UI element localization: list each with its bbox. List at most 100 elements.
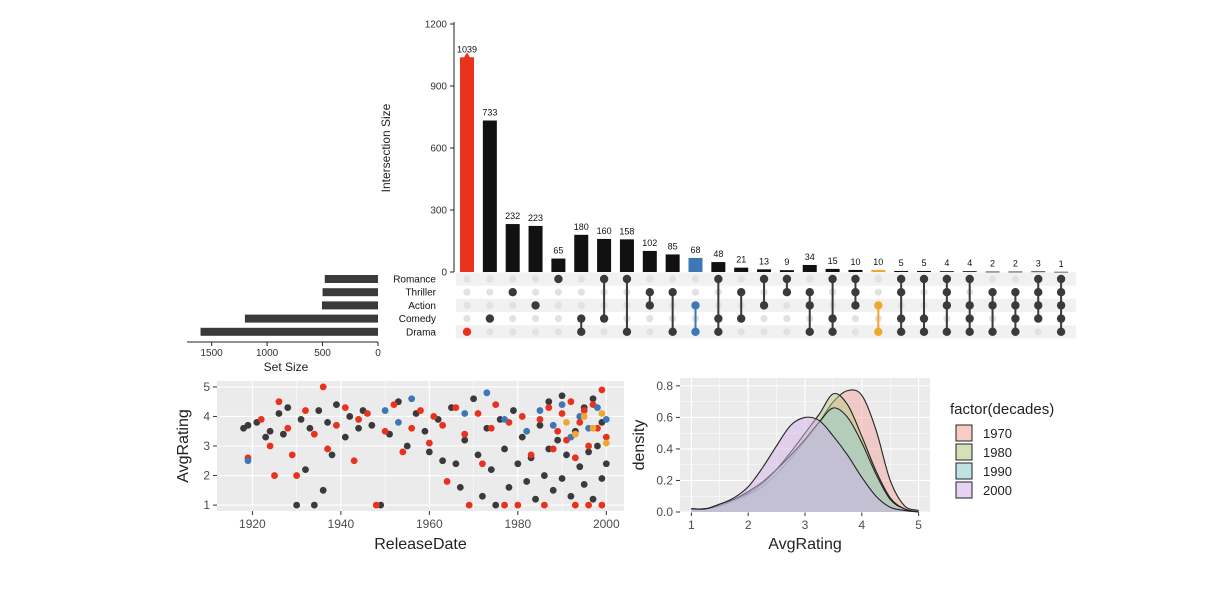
matrix-dot-active	[714, 314, 723, 323]
matrix-dot-inactive	[760, 315, 768, 323]
intersection-bar-label: 4	[944, 258, 949, 268]
scatter-point-dark	[602, 460, 610, 468]
intersection-bar	[665, 254, 680, 272]
matrix-dot-active	[896, 274, 906, 284]
matrix-dot-active	[851, 288, 860, 297]
scatter-point-red	[293, 472, 301, 479]
matrix-dot-inactive	[531, 328, 540, 336]
matrix-dot-inactive	[554, 301, 563, 309]
scatter-y-tick-label: 2	[203, 469, 210, 483]
scatter-point-dark	[510, 407, 517, 414]
scatter-point-dark	[580, 481, 588, 488]
matrix-dot-active	[988, 288, 997, 297]
scatter-point-red	[479, 460, 486, 468]
matrix-set-label: Drama	[406, 327, 436, 338]
matrix-dot-active	[828, 327, 837, 336]
matrix-dot-inactive	[691, 288, 700, 296]
scatter-point-red	[558, 410, 566, 417]
scatter-point-dark	[549, 486, 557, 494]
intersection-bar-label: 65	[553, 246, 563, 256]
scatter-point-red	[602, 433, 610, 441]
scatter-point-red	[461, 430, 469, 438]
scatter-point-dark	[284, 404, 292, 411]
matrix-dot-active	[1011, 327, 1020, 336]
matrix-dot-inactive	[806, 275, 814, 283]
scatter-point-dark	[341, 433, 349, 441]
matrix-dot-active	[942, 301, 952, 310]
intersection-bar-label: 21	[736, 255, 746, 265]
intersection-bar-label: 85	[668, 241, 678, 251]
scatter-point-dark	[594, 442, 601, 450]
density-x-tick-label: 3	[802, 518, 809, 532]
scatter-point-dark	[328, 451, 336, 459]
intersection-bar	[551, 258, 566, 272]
scatter-point-dark	[244, 421, 252, 429]
scatter-point-red	[598, 501, 606, 509]
scatter-point-dark	[355, 424, 362, 432]
scatter-point-red	[257, 416, 265, 423]
matrix-dot-inactive	[851, 328, 860, 336]
scatter-point-dark	[368, 421, 376, 429]
density-x-tick-label: 5	[915, 518, 922, 532]
scatter-point-red	[341, 404, 349, 411]
matrix-dot-active	[714, 274, 723, 284]
scatter-point-dark	[421, 427, 429, 435]
scatter-point-red	[430, 413, 438, 420]
intersection-y-tick-label: 900	[430, 82, 447, 93]
intersection-bar	[688, 257, 703, 272]
scatter-point-dark	[576, 463, 584, 471]
intersection-bar-label: 1	[1059, 259, 1064, 269]
scatter-point-red	[355, 416, 362, 423]
set-size-bar	[200, 327, 378, 336]
intersection-bar	[962, 271, 977, 272]
scatter-point-red	[580, 407, 588, 414]
matrix-dot-active	[896, 288, 906, 297]
matrix-dot-active	[622, 274, 632, 284]
intersection-bar-label: 733	[482, 108, 497, 118]
intersection-bar-label: 4	[967, 258, 972, 268]
matrix-dot-active	[1056, 274, 1066, 284]
density-x-tick-label: 2	[745, 518, 752, 532]
matrix-dot-active	[1011, 288, 1020, 297]
intersection-bar	[985, 271, 1000, 273]
scatter-point-red	[364, 410, 371, 417]
scatter-point-dark	[279, 430, 287, 438]
matrix-dot-active	[554, 274, 563, 284]
matrix-dot-inactive	[646, 275, 654, 283]
matrix-dot-active	[942, 288, 952, 297]
scatter-point-red	[571, 454, 579, 462]
density-x-tick-label: 1	[688, 518, 695, 532]
intersection-bar	[597, 238, 612, 272]
scatter-point-dark	[558, 475, 566, 482]
scatter-point-red	[549, 445, 557, 453]
matrix-dot-inactive	[577, 301, 585, 309]
matrix-dot-active	[737, 288, 746, 297]
scatter-point-dark	[589, 395, 597, 403]
scatter-point-red	[271, 472, 278, 479]
scatter-point-red	[319, 383, 327, 391]
matrix-dot-active	[668, 327, 677, 336]
scatter-point-dark	[567, 492, 575, 500]
intersection-bar-label: 5	[921, 258, 926, 268]
scatter-point-red	[439, 421, 447, 429]
density-area-2000	[691, 417, 919, 512]
legend-label-1980: 1980	[983, 445, 1012, 460]
intersection-y-tick-label: 600	[430, 144, 447, 155]
scatter-point-red	[501, 501, 508, 509]
matrix-dot-active	[851, 274, 860, 284]
scatter-point-dark	[474, 451, 482, 459]
matrix-dot-active	[599, 274, 609, 284]
matrix-dot-inactive	[531, 288, 540, 296]
matrix-dot-inactive	[463, 301, 471, 309]
matrix-dot-inactive	[531, 275, 540, 283]
legend-key-1990	[955, 462, 973, 480]
matrix-dot-inactive	[760, 328, 768, 336]
scatter-point-red	[288, 451, 296, 459]
scatter-x-tick-label: 1920	[239, 517, 266, 531]
matrix-dot-inactive	[463, 275, 471, 283]
scatter-point-orange	[580, 413, 588, 420]
scatter-point-dark	[315, 407, 323, 414]
legend-key-2000	[955, 481, 973, 499]
matrix-set-label: Action	[408, 301, 436, 312]
intersection-bar	[848, 269, 863, 272]
